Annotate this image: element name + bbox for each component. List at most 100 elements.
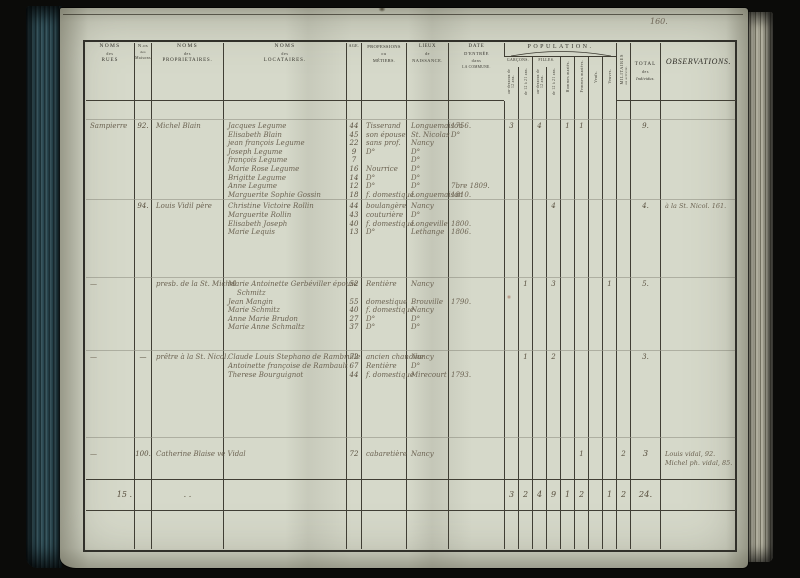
cell-observations	[660, 277, 736, 351]
femmes-mariees-label: Femmes mariées.	[579, 60, 584, 93]
book-page-stack-left	[26, 6, 62, 568]
cell-locataires: Claude Louis Stephano de Rambrulle Antoi…	[223, 350, 360, 438]
cell-proprietaire: prêtre à la St. Nicol.	[151, 350, 229, 438]
totals-pop-5: 1	[560, 479, 574, 512]
cell-pop-4	[546, 119, 560, 200]
register-block-5: — 100. Catherine Blaise ve Vidal 72 caba…	[86, 437, 736, 480]
entree-line3: dans	[471, 58, 482, 63]
cell-observations: à la St. Nicol. 161.	[660, 199, 736, 278]
filles-header: FILLES.	[532, 57, 560, 67]
naiss-line1: LIEUX	[419, 44, 436, 49]
totals-note-prop: . .	[151, 479, 223, 512]
cell-pop-6: 1	[574, 437, 588, 480]
hommes-maries-header: Hommes mariés.	[560, 57, 574, 101]
totals-pop-1: 3	[504, 479, 518, 512]
totals-militaires: 2	[616, 479, 630, 512]
cell-ages: 72 67 44	[346, 350, 361, 438]
cell-pop-8	[602, 199, 616, 278]
cell-pop-3: 4	[532, 119, 546, 200]
rues-line1: NOMS	[99, 43, 121, 49]
cell-observations: Louis vidal, 92. Michel ph. vidal, 85.	[660, 437, 736, 480]
rues-line2: des	[106, 51, 114, 56]
cell-pop-6	[574, 277, 588, 351]
cell-maison: —	[134, 350, 151, 438]
column-age-header: AGE.	[346, 43, 361, 101]
cell-dates	[448, 437, 504, 480]
cell-dates: 1790.	[448, 277, 504, 351]
cell-lieux: Nancy	[406, 437, 448, 480]
cell-pop-3	[532, 277, 546, 351]
filles-sub2-header: de 12 à 21 ans.	[546, 67, 560, 101]
header-row-1: NOMS des RUES N.os des Maisons NOMS des …	[86, 43, 736, 101]
cell-pop-7	[588, 277, 602, 351]
cell-pop-8: 1	[602, 277, 616, 351]
femmes-mariees-header: Femmes mariées.	[574, 57, 588, 101]
cell-pop-2	[518, 119, 532, 200]
cell-pop-2	[518, 199, 532, 278]
totals-pop-7	[588, 479, 602, 512]
total-line2: des	[641, 69, 650, 74]
cell-militaires	[616, 350, 630, 438]
filles-sub1-header: au-dessous de 12 ans.	[532, 67, 546, 101]
spacer-row	[86, 101, 736, 119]
loc-line1: NOMS	[274, 43, 296, 49]
filles-sub1-label: au-dessous de 12 ans.	[535, 68, 544, 95]
cell-militaires	[616, 277, 630, 351]
garcons-sub2-label: de 12 à 21 ans.	[523, 67, 528, 96]
column-maisons-header: N.os des Maisons	[134, 43, 151, 101]
population-group-header: POPULATION.	[504, 43, 616, 57]
cell-pop-4: 3	[546, 277, 560, 351]
cell-observations	[660, 350, 736, 438]
cell-pop-7	[588, 119, 602, 200]
header-row-3: au-dessous de 12 ans. de 12 à 21 ans. au…	[86, 67, 736, 101]
prop-line1: NOMS	[176, 43, 199, 49]
filles-sub2-label: de 12 à 21 ans.	[551, 67, 556, 96]
cell-rue	[86, 199, 134, 277]
hommes-maries-label: Hommes mariés.	[565, 60, 570, 93]
cell-professions: Tisserand son épouse sans prof. D° Nourr…	[361, 119, 414, 200]
cell-pop-5	[560, 437, 574, 480]
column-professions-header: PROFESSIONS ou MÉTIERS.	[361, 43, 406, 101]
cell-locataires: Jacques Legume Elisabeth Blain jean fran…	[223, 119, 346, 200]
naiss-line2: de	[425, 51, 430, 56]
cell-lieux: Nancy D° Longeville Lethange	[406, 199, 448, 278]
column-entree-header: DATE D'ENTRÉE dans LA COMMUNE.	[448, 43, 504, 101]
cell-ages: 44 45 22 9 7 16 14 12 18	[346, 119, 361, 200]
cell-professions: Rentière domestique f. domestique D° D°	[361, 277, 414, 351]
rues-line3: RUES	[101, 58, 119, 63]
cell-locataires: Marie Antoinette Gerbéviller épouse Schm…	[223, 277, 358, 351]
register-block-2: 94. Louis Vidil père Christine Victoire …	[86, 199, 736, 278]
cell-militaires	[616, 199, 630, 278]
cell-lieux: Nancy D° Mirecourt	[406, 350, 448, 438]
cell-pop-5: 1	[560, 119, 574, 200]
veuves-label: Veuves.	[607, 69, 612, 84]
cell-rue: —	[86, 437, 134, 479]
total-line3: Individus.	[636, 76, 655, 81]
cell-pop-5	[560, 350, 574, 438]
veufs-header: Veufs.	[588, 57, 602, 101]
cell-pop-1: 3	[504, 119, 518, 200]
cell-lieux: Nancy Brouville Nancy D° D°	[406, 277, 448, 351]
cell-pop-5	[560, 199, 574, 278]
cell-pop-3	[532, 350, 546, 438]
cell-pop-2	[518, 437, 532, 480]
top-rule	[63, 14, 743, 15]
cell-pop-4: 4	[546, 199, 560, 278]
cell-pop-1	[504, 437, 518, 480]
totals-pop-8: 1	[602, 479, 616, 512]
cell-dates: 1800. 1806.	[448, 199, 504, 278]
garcons-sub1-header: au-dessous de 12 ans.	[504, 67, 518, 101]
cell-pop-7	[588, 437, 602, 480]
book-page-stack-right	[748, 12, 773, 562]
cell-professions: boulangère couturière f. domestique D°	[361, 199, 414, 278]
header-row-2: GARÇONS. FILLES. Hommes mariés. Femmes m…	[86, 57, 736, 101]
cell-total: 3.	[630, 350, 660, 438]
totals-grand-total: 24.	[630, 479, 660, 512]
cell-ages: 72	[346, 437, 361, 480]
cell-dates: 1793.	[448, 350, 504, 438]
column-naissance-header: LIEUX de NAISSANCE.	[406, 43, 448, 101]
population-brace-icon	[510, 50, 611, 56]
census-table: NOMS des RUES N.os des Maisons NOMS des …	[83, 40, 737, 553]
cell-total: 3	[630, 437, 660, 480]
cell-proprietaire: Michel Blain	[151, 119, 223, 200]
